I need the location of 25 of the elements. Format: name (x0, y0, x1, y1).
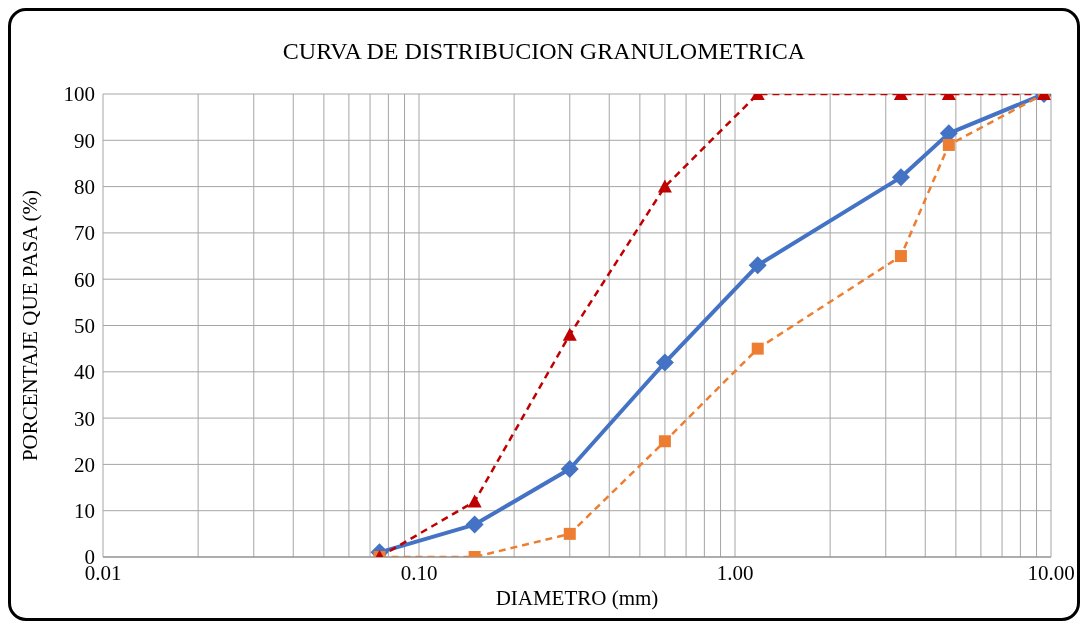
point (560, 460, 579, 479)
point (563, 527, 576, 540)
point (748, 256, 767, 275)
point (658, 435, 671, 448)
chart-title: CURVA DE DISTRIBUCION GRANULOMETRICA (281, 38, 807, 65)
x-tick-label: 1.00 (716, 560, 754, 585)
y-tick-label: 20 (74, 452, 95, 477)
y-axis-title: PORCENTAJE QUE PASA (%) (18, 189, 43, 462)
y-tick-label: 90 (74, 128, 95, 153)
y-tick-label: 70 (74, 221, 95, 246)
y-tick-label: 80 (74, 175, 95, 200)
y-tick-label: 40 (74, 360, 95, 385)
y-tick-label: 50 (74, 313, 95, 338)
x-axis-title: DIAMETRO (mm) (495, 586, 659, 610)
x-tick-label: 10.00 (1027, 560, 1075, 585)
point (751, 342, 764, 355)
x-tick-label: 0.10 (400, 560, 438, 585)
y-tick-label: 10 (74, 499, 95, 524)
point (467, 494, 482, 508)
point (655, 353, 674, 372)
y-tick-label: 60 (74, 267, 95, 292)
y-tick-label: 100 (63, 82, 95, 107)
y-tick-label: 30 (74, 406, 95, 431)
point (465, 515, 484, 534)
point (562, 327, 577, 341)
